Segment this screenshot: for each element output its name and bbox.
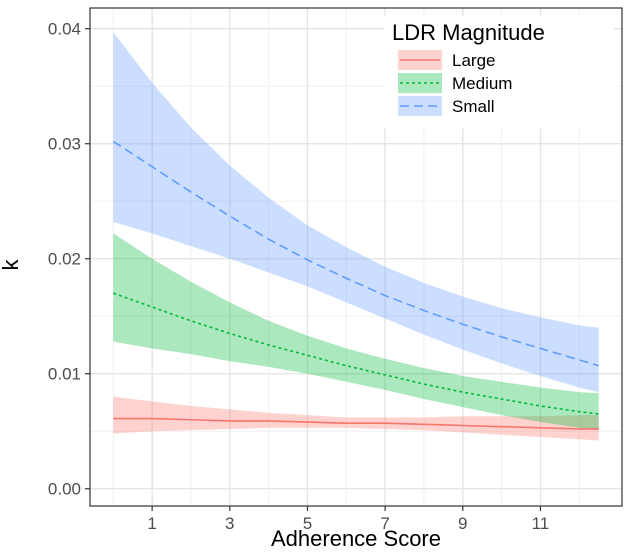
legend-item-small: Small [398,96,495,116]
y-tick-label: 0.01 [48,365,81,384]
legend: LDR Magnitude Large Medium Small [384,16,614,128]
series-line-medium [113,292,599,415]
y-axis-title: k [0,259,23,271]
x-tick-label: 3 [225,514,234,533]
series-lines [112,140,599,430]
legend-label-medium: Medium [452,74,512,93]
y-tick-label: 0.00 [48,480,81,499]
ci-band-large [113,396,599,441]
x-tick-label: 11 [532,514,550,533]
y-tick-label: 0.04 [48,20,81,39]
y-tick-label: 0.03 [48,135,81,154]
y-axis-ticks: 0.00 0.01 0.02 0.03 0.04 [48,20,90,499]
legend-items: Large Medium Small [398,50,512,116]
legend-title: LDR Magnitude [392,20,545,45]
confidence-bands [113,32,599,441]
legend-item-medium: Medium [398,73,512,93]
series-line-large [113,417,599,430]
x-axis-ticks: 1 3 5 7 9 11 [147,506,549,533]
series-line-small [112,140,599,367]
legend-background [384,16,614,128]
x-tick-label: 5 [303,514,312,533]
y-tick-label: 0.02 [48,250,81,269]
x-tick-label: 7 [380,514,389,533]
x-tick-label: 1 [147,514,156,533]
plot-border [89,7,623,507]
ci-band-medium [113,233,599,431]
ci-band-small [113,32,599,393]
legend-item-large: Large [398,50,495,70]
x-axis-title: Adherence Score [271,526,441,551]
legend-label-small: Small [452,97,495,116]
legend-label-large: Large [452,51,495,70]
x-tick-label: 9 [458,514,467,533]
